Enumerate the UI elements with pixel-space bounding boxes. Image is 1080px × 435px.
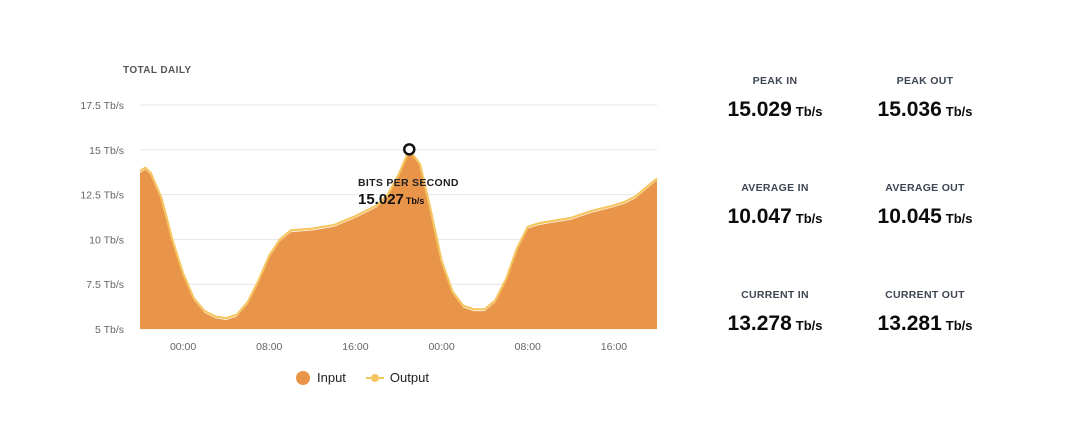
- stat-peak-in: PEAK IN 15.029 Tb/s: [700, 75, 850, 122]
- stat-label: CURRENT OUT: [885, 289, 965, 301]
- stat-value: 10.047: [727, 205, 792, 228]
- stat-value: 15.029: [727, 98, 792, 121]
- x-tick-label: 16:00: [342, 341, 368, 353]
- tooltip-label: BITS PER SECOND: [358, 177, 459, 189]
- x-tick-label: 00:00: [170, 341, 196, 353]
- stats-panel: PEAK IN 15.029 Tb/s PEAK OUT 15.036 Tb/s A…: [700, 0, 1080, 435]
- y-tick-label: 7.5 Tb/s: [86, 279, 124, 291]
- stat-unit: Tb/s: [795, 104, 823, 119]
- stat-value: 15.036: [877, 98, 942, 121]
- legend-input-swatch: [296, 370, 310, 385]
- legend-item-output[interactable]: Output: [365, 370, 429, 385]
- chart-title: TOTAL DAILY: [123, 65, 192, 76]
- highlight-marker: [403, 143, 416, 156]
- stat-label: PEAK IN: [752, 75, 798, 87]
- x-tick-label: 16:00: [601, 341, 627, 353]
- legend-input-label: Input: [317, 370, 346, 385]
- x-tick-label: 08:00: [256, 341, 282, 353]
- stat-label: PEAK OUT: [896, 75, 954, 87]
- stat-peak-out: PEAK OUT 15.036 Tb/s: [850, 75, 1000, 122]
- stat-label: CURRENT IN: [741, 289, 809, 301]
- stat-unit: Tb/s: [945, 211, 973, 226]
- tooltip-unit: Tb/s: [405, 196, 425, 206]
- x-tick-label: 00:00: [428, 341, 454, 353]
- x-tick-label: 08:00: [515, 341, 541, 353]
- y-tick-label: 15 Tb/s: [89, 145, 124, 157]
- stat-unit: Tb/s: [795, 211, 823, 226]
- tooltip-value: 15.027: [358, 191, 404, 208]
- tooltip-value-row: 15.027 Tb/s: [358, 191, 459, 208]
- stat-current-out: CURRENT OUT 13.281 Tb/s: [850, 289, 1000, 336]
- y-tick-label: 12.5 Tb/s: [80, 190, 124, 202]
- stat-unit: Tb/s: [945, 104, 973, 119]
- stat-average-out: AVERAGE OUT 10.045 Tb/s: [850, 182, 1000, 229]
- stat-value: 13.278: [727, 312, 792, 335]
- stat-unit: Tb/s: [945, 318, 973, 333]
- legend-output-label: Output: [389, 370, 429, 385]
- stat-label: AVERAGE OUT: [885, 182, 965, 194]
- stat-value: 10.045: [877, 205, 942, 228]
- series-input-area: [140, 149, 657, 329]
- legend-output-swatch: [365, 371, 384, 385]
- y-tick-label: 10 Tb/s: [89, 234, 124, 246]
- y-tick-label: 17.5 Tb/s: [80, 100, 124, 112]
- chart-canvas: 5 Tb/s 7.5 Tb/s 10 Tb/s 12.5 Tb/s 15 Tb/s 17.…: [80, 100, 658, 353]
- traffic-chart: 5 Tb/s 7.5 Tb/s 10 Tb/s 12.5 Tb/s 15 Tb/s 17.…: [80, 65, 658, 385]
- chart-legend: Input Output: [296, 370, 449, 385]
- legend-item-input[interactable]: Input: [296, 370, 346, 385]
- series-output-line: [139, 148, 658, 320]
- stat-label: AVERAGE IN: [741, 182, 809, 194]
- stat-unit: Tb/s: [795, 318, 823, 333]
- stat-average-in: AVERAGE IN 10.047 Tb/s: [700, 182, 850, 229]
- stat-value: 13.281: [877, 312, 942, 335]
- stat-current-in: CURRENT IN 13.278 Tb/s: [700, 289, 850, 336]
- y-tick-label: 5 Tb/s: [95, 324, 124, 336]
- chart-tooltip: BITS PER SECOND 15.027 Tb/s: [358, 177, 459, 208]
